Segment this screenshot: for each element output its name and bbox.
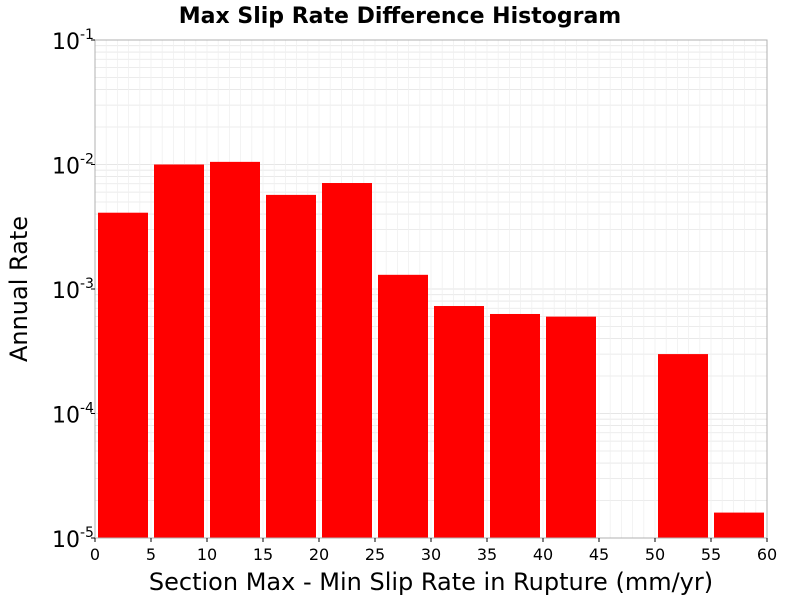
y-axis-label: Annual Rate [5,216,33,362]
chart-title: Max Slip Rate Difference Histogram [179,4,621,29]
x-axis-label: Section Max - Min Slip Rate in Rupture (… [149,568,713,596]
x-tick-label: 55 [701,545,721,564]
histogram-bar [210,161,260,538]
histogram-bar [434,306,484,538]
y-tick-label: 10-5 [52,525,94,553]
x-tick-label: 20 [309,545,329,564]
x-tick-label: 5 [146,545,156,564]
x-tick-label: 50 [645,545,665,564]
y-tick-label: 10-1 [52,27,94,55]
x-tick-label: 45 [589,545,609,564]
gridlines [95,40,767,539]
histogram-bar [266,194,316,538]
x-tick-label: 60 [757,545,777,564]
histogram-bar [322,183,372,538]
histogram-bar [546,316,596,538]
x-tick-label: 25 [365,545,385,564]
histogram-bar [658,354,708,538]
y-axis-ticks: 10-5 10-4 10-3 10-2 10-1 [52,27,95,553]
x-tick-label: 30 [421,545,441,564]
histogram-bar [154,164,204,538]
histogram-bar [378,274,428,538]
y-tick-label: 10-4 [52,401,94,429]
bars [98,161,764,538]
histogram-bar [490,313,540,538]
x-tick-label: 15 [253,545,273,564]
histogram-bar [98,212,148,538]
x-tick-label: 10 [197,545,217,564]
x-tick-label: 0 [90,545,100,564]
y-tick-label: 10-2 [52,152,94,180]
x-tick-label: 35 [477,545,497,564]
x-axis-ticks: 0 5 10 15 20 25 30 35 40 45 50 55 60 [90,538,777,564]
y-tick-label: 10-3 [52,276,94,304]
x-tick-label: 40 [533,545,553,564]
histogram-bar [714,512,764,538]
